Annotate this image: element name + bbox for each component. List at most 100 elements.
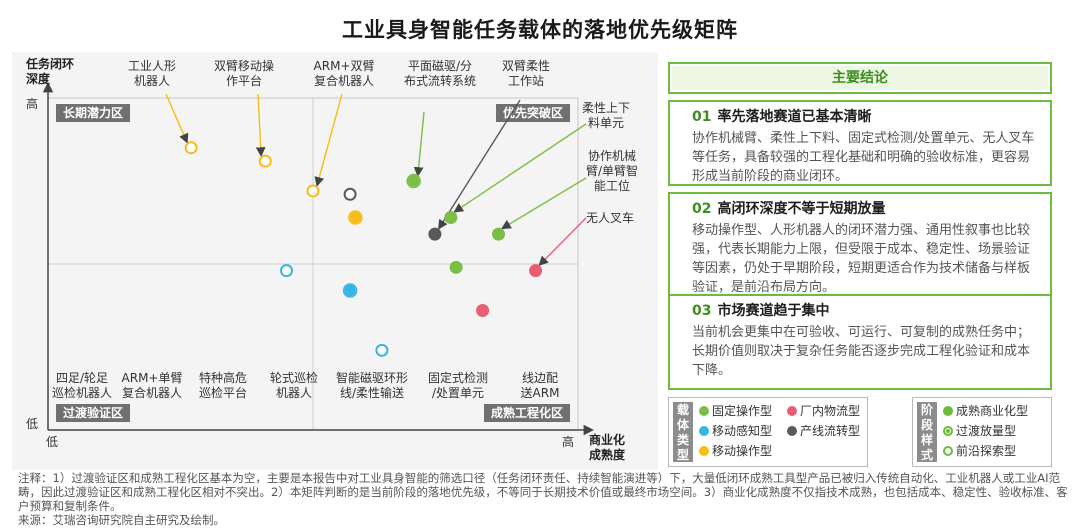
conclusion-card-1: 01 率先落地赛道已基本清晰 协作机械臂、柔性上下料、固定式检测/处置单元、无人叉… xyxy=(668,100,1052,186)
conclusion-number: 02 xyxy=(692,201,712,217)
point-label: /处置单元 xyxy=(432,386,484,400)
point-label: 工业人形 xyxy=(128,59,176,73)
point-label: 线边配 xyxy=(522,371,558,385)
legend-stage-styles: 阶段样式 成熟商业化型 过渡放量型 前沿探索型 xyxy=(912,397,1052,467)
hollow-dot-icon xyxy=(943,446,953,456)
pink-dot-icon xyxy=(787,406,797,416)
legend-item-logistics: 厂内物流型 xyxy=(787,402,860,420)
point-label: 线/柔性输送 xyxy=(340,385,404,400)
point-label: 四足/轮足 xyxy=(56,371,108,385)
legend-item-line-transfer: 产线流转型 xyxy=(787,422,860,440)
legend-type-tag: 载体类型 xyxy=(673,402,693,462)
footnote-notes: 注释：1）过渡验证区和成熟工程化区基本为空，主要是本报告中对工业具身智能的筛选口… xyxy=(18,471,1068,513)
point-label: 巡检机器人 xyxy=(52,385,112,400)
point-label: 料单元 xyxy=(588,116,624,130)
quadrant-bottom-right-bg xyxy=(484,404,570,422)
label-arrow xyxy=(501,177,587,230)
data-point xyxy=(529,264,543,278)
conclusion-number: 01 xyxy=(692,109,712,125)
conclusion-card-2: 02 高闭环深度不等于短期放量 移动操作型、人形机器人的闭环潜力强、通用性叙事也比… xyxy=(668,192,1052,296)
point-label: 复合机器人 xyxy=(122,385,182,400)
point-label: 作平台 xyxy=(226,73,262,88)
label-arrow xyxy=(438,99,521,230)
legend-item-mobile-sensing: 移动感知型 xyxy=(699,422,772,440)
point-label: ARM+双臂 xyxy=(314,59,375,73)
quadrant-bottom-right: 成熟工程化区 xyxy=(491,405,563,420)
x-tick-label: 高 xyxy=(562,434,574,449)
conclusion-body: 当前机会更集中在可验收、可运行、可复制的成熟任务中；长期价值则取决于复杂任务能否… xyxy=(692,325,1031,378)
point-label: 送ARM xyxy=(521,385,560,400)
data-point xyxy=(343,187,357,201)
point-label: 特种高危 xyxy=(199,370,247,385)
conclusions-header: 主要结论 xyxy=(668,62,1052,94)
conclusion-number: 03 xyxy=(692,303,712,319)
label-arrow xyxy=(413,111,425,177)
point-label: 巡检平台 xyxy=(199,385,247,400)
conclusion-body: 协作机械臂、柔性上下料、固定式检测/处置单元、无人叉车等任务，具备较强的工程化基… xyxy=(692,131,1035,184)
legend-item-mature: 成熟商业化型 xyxy=(943,402,1028,420)
label-arrow xyxy=(314,93,343,187)
footnote-source: 来源：艾瑞咨询研究院自主研究及绘制。 xyxy=(18,513,225,527)
point-label: 无人叉车 xyxy=(586,210,634,225)
x-axis-title: 商业化 xyxy=(589,432,625,447)
point-label: 智能磁驱环形 xyxy=(336,370,408,385)
data-point xyxy=(258,154,272,168)
legend-item-mobile-operation: 移动操作型 xyxy=(699,442,772,460)
point-label: 固定式检测 xyxy=(428,370,488,385)
blue-dot-icon xyxy=(699,426,709,436)
point-label: 机器人 xyxy=(276,386,312,400)
point-label: ARM+单臂 xyxy=(122,371,183,385)
conclusion-title: 率先落地赛道已基本清晰 xyxy=(717,109,872,125)
ring-dot-icon xyxy=(943,426,953,436)
x-axis-title: 成熟度 xyxy=(589,447,626,462)
label-arrow xyxy=(165,93,189,144)
point-label: 工作站 xyxy=(508,74,544,88)
conclusion-title: 市场赛道趋于集中 xyxy=(717,303,830,319)
point-label: 双臂移动操 xyxy=(214,58,274,73)
conclusion-title: 高闭环深度不等于短期放量 xyxy=(717,201,886,217)
point-label: 复合机器人 xyxy=(314,73,374,88)
filled-dot-icon xyxy=(943,406,953,416)
data-point xyxy=(444,211,458,225)
data-point-ring xyxy=(342,283,358,298)
quadrant-top-left-bg xyxy=(56,104,130,122)
legend-item-fixed-operation: 固定操作型 xyxy=(699,402,772,420)
data-point xyxy=(280,264,293,278)
data-point xyxy=(449,260,463,274)
label-arrow xyxy=(538,217,587,267)
y-axis-title: 深度 xyxy=(26,71,51,86)
data-point-ring xyxy=(406,173,421,189)
data-point xyxy=(428,227,442,241)
data-point xyxy=(492,227,505,241)
quadrant-bottom-left-bg xyxy=(56,404,130,422)
legend-item-frontier: 前沿探索型 xyxy=(943,442,1016,460)
point-label: 柔性上下 xyxy=(582,101,630,115)
point-label: 轮式巡检 xyxy=(270,370,318,385)
data-point-ring xyxy=(348,210,363,225)
legend-item-transitional: 过渡放量型 xyxy=(943,422,1016,440)
quadrant-top-left: 长期潜力区 xyxy=(63,105,123,120)
y-tick-label: 低 xyxy=(26,417,38,431)
quadrant-top-right: 优先突破区 xyxy=(503,105,563,120)
conclusions-panel: 主要结论 01 率先落地赛道已基本清晰 协作机械臂、柔性上下料、固定式检测/处置单… xyxy=(668,62,1052,467)
footnote: 注释：1）过渡验证区和成熟工程化区基本为空，主要是本报告中对工业具身智能的筛选口… xyxy=(18,471,1070,527)
point-label: 布式流转系统 xyxy=(404,73,476,88)
data-point xyxy=(306,184,320,198)
quadrant-bottom-left: 过渡验证区 xyxy=(63,405,123,420)
data-point xyxy=(375,343,389,357)
gray-dot-icon xyxy=(787,426,797,436)
data-point xyxy=(476,303,490,317)
orange-dot-icon xyxy=(699,446,709,456)
point-label: 臂/单臂智 xyxy=(586,163,638,178)
conclusions-header-label: 主要结论 xyxy=(672,66,1048,90)
conclusion-body: 移动操作型、人形机器人的闭环潜力强、通用性叙事也比较强，代表长期能力上限，但受限… xyxy=(692,223,1031,295)
point-label: 双臂柔性 xyxy=(502,59,550,73)
x-tick-label: 低 xyxy=(46,435,58,449)
green-dot-icon xyxy=(699,406,709,416)
page-title: 工业具身智能任务载体的落地优先级矩阵 xyxy=(342,18,738,42)
legend-stage-tag: 阶段样式 xyxy=(917,402,937,462)
y-axis-title: 任务闭环 xyxy=(25,56,74,71)
priority-matrix-chart: 任务闭环 深度 商业化 成熟度高低低高长期潜力区 优先突破区 过渡验证区 成熟工程化区 工业人… xyxy=(12,52,658,470)
point-label: 能工位 xyxy=(594,178,630,193)
